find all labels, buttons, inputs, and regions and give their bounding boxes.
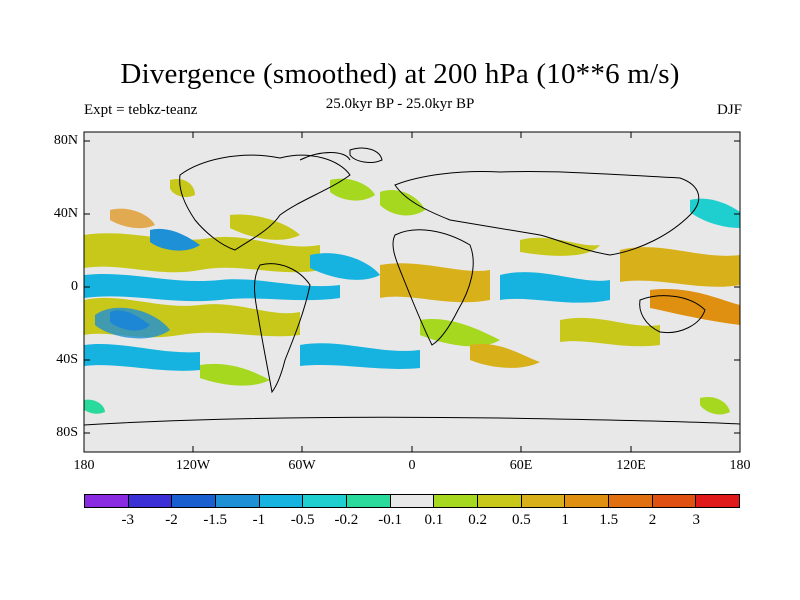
colorbar-label: -1 bbox=[252, 512, 266, 528]
period-label: 25.0kyr BP - 25.0kyr BP bbox=[325, 96, 475, 112]
experiment-label: Expt = tebkz-teanz bbox=[84, 102, 198, 118]
colorbar-swatch bbox=[652, 495, 697, 507]
colorbar-swatch bbox=[85, 495, 129, 507]
lat-label-40n: 40N bbox=[53, 206, 78, 221]
colorbar-swatch bbox=[696, 495, 740, 507]
colorbar-label: 1 bbox=[561, 512, 569, 528]
colorbar-swatch bbox=[565, 495, 610, 507]
colorbar-label: -2 bbox=[165, 512, 178, 528]
lat-label-80n: 80N bbox=[53, 133, 78, 148]
lon-label-120w: 120W bbox=[175, 458, 211, 473]
season-label: DJF bbox=[716, 102, 742, 118]
lon-label-120e: 120E bbox=[616, 458, 646, 473]
colorbar-swatch bbox=[303, 495, 348, 507]
colorbar-label: 1.5 bbox=[599, 512, 619, 528]
colorbar-swatch bbox=[390, 495, 435, 507]
colorbar-swatch bbox=[609, 495, 653, 507]
colorbar-label: -0.1 bbox=[378, 512, 402, 528]
axis-ticks bbox=[83, 132, 741, 452]
lon-label-60e: 60E bbox=[509, 458, 533, 473]
colorbar-swatch bbox=[434, 495, 479, 507]
colorbar-label: -3 bbox=[121, 512, 134, 528]
colorbar-swatch bbox=[128, 495, 173, 507]
colorbar-label: 0.1 bbox=[424, 512, 444, 528]
lon-label-0: 0 bbox=[408, 458, 416, 473]
colorbar-swatch bbox=[172, 495, 217, 507]
colorbar-label: 2 bbox=[648, 512, 657, 528]
coastlines bbox=[84, 147, 740, 426]
lon-label-180w: 180 bbox=[73, 458, 95, 473]
colorbar-label: -0.5 bbox=[290, 512, 315, 528]
colorbar-swatch bbox=[259, 495, 304, 507]
lon-label-180e: 180 bbox=[729, 458, 751, 473]
colorbar-label: 0.2 bbox=[468, 512, 487, 528]
map-title: Divergence (smoothed) at 200 hPa (10**6 … bbox=[120, 58, 680, 90]
colorbar-swatch bbox=[347, 495, 391, 507]
colorbar bbox=[84, 494, 740, 508]
colorbar-swatch bbox=[478, 495, 522, 507]
colorbar-label: -0.2 bbox=[334, 512, 359, 528]
colorbar-swatch bbox=[216, 495, 260, 507]
colorbar-swatch bbox=[521, 495, 566, 507]
colorbar-label: 0.5 bbox=[511, 512, 531, 528]
divergence-field bbox=[84, 178, 740, 415]
lat-label-eq: 0 bbox=[71, 279, 78, 294]
colorbar-label: -1.5 bbox=[203, 512, 228, 528]
lat-label-80s: 80S bbox=[56, 425, 78, 440]
colorbar-label: 3 bbox=[692, 512, 701, 528]
lat-label-40s: 40S bbox=[56, 352, 78, 367]
lon-label-60w: 60W bbox=[288, 458, 316, 473]
